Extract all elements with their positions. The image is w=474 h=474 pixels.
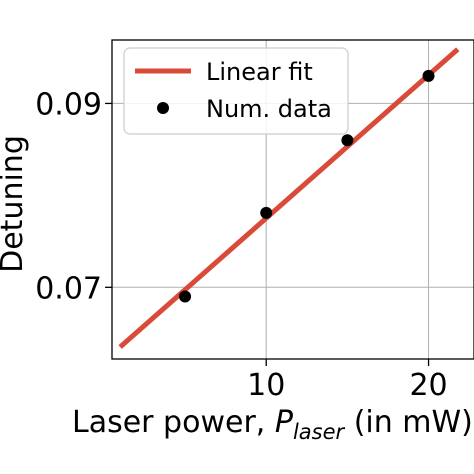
x-axis-label-main: Laser power,	[72, 405, 275, 440]
linear-fit-line	[118, 47, 460, 349]
data-point	[422, 69, 435, 82]
data-points-layer	[179, 69, 435, 303]
x-tick-label: 20	[409, 368, 447, 403]
legend-label-data: Num. data	[206, 95, 332, 123]
plot-frame	[111, 39, 474, 360]
fit-line-layer	[118, 47, 460, 349]
data-point	[260, 206, 273, 219]
x-axis-label-symbol: P	[275, 405, 294, 440]
axis-ticks: 10 20 0.07 0.09	[35, 87, 447, 403]
x-tick-label: 10	[247, 368, 285, 403]
legend: Linear fit Num. data	[123, 47, 349, 135]
x-axis-label: Laser power, Plaser (in mW)	[72, 405, 473, 444]
data-point	[341, 134, 354, 147]
y-tick-label: 0.07	[35, 271, 102, 306]
legend-label-fit: Linear fit	[206, 58, 313, 86]
x-axis-label-subscript: laser	[293, 420, 346, 444]
y-axis-label: Detuning	[0, 135, 30, 273]
x-axis-label-suffix: (in mW)	[344, 405, 473, 440]
data-point	[179, 290, 192, 303]
legend-marker-swatch	[157, 102, 169, 114]
y-tick-label: 0.09	[35, 87, 102, 122]
